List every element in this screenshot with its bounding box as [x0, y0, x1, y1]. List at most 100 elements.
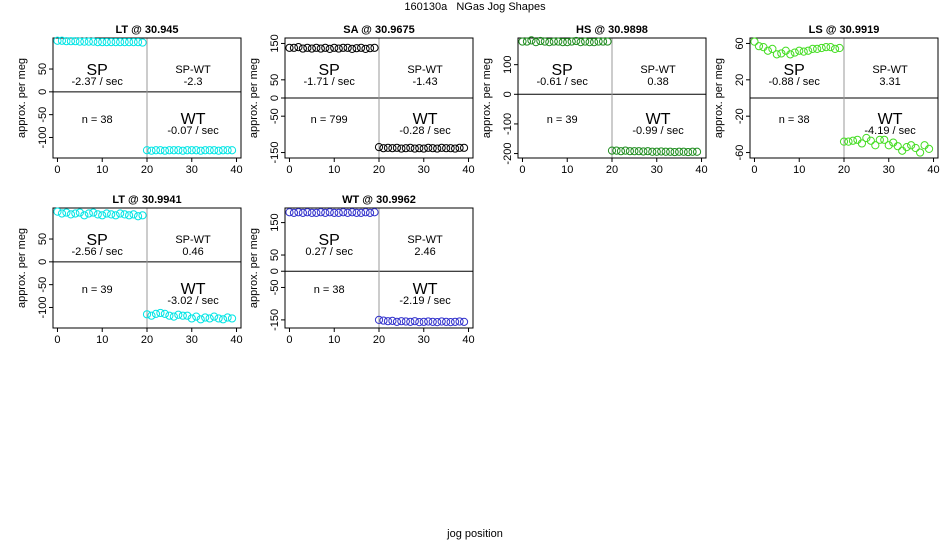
data-point	[428, 144, 437, 153]
data-point	[352, 208, 361, 217]
data-point	[303, 208, 312, 217]
data-point	[750, 37, 759, 46]
sp-wt-label: SP-WT	[175, 234, 211, 246]
data-point	[187, 146, 196, 155]
data-point	[616, 147, 626, 156]
wt-rate: -0.99 / sec	[632, 125, 684, 137]
data-point	[379, 316, 388, 325]
data-point	[406, 143, 415, 152]
data-point	[205, 146, 214, 155]
data-point	[459, 143, 469, 152]
x-tick-label: 0	[286, 164, 292, 176]
y-tick-label: 50	[269, 249, 281, 261]
data-point	[397, 317, 406, 326]
data-point	[915, 148, 925, 157]
data-point	[639, 147, 648, 156]
data-point	[554, 37, 563, 46]
data-point	[518, 37, 527, 46]
sp-label: SP	[552, 62, 573, 79]
y-tick-label: 20	[734, 74, 746, 86]
x-tick-label: 30	[418, 164, 430, 176]
data-point	[848, 136, 858, 145]
data-point	[223, 146, 232, 155]
data-point	[692, 147, 702, 156]
data-point	[817, 43, 826, 53]
data-point	[339, 43, 348, 52]
data-point	[406, 317, 415, 326]
data-point	[330, 43, 339, 52]
x-tick-label: 30	[186, 164, 198, 176]
data-point	[133, 38, 143, 47]
data-point	[147, 311, 156, 320]
data-point	[621, 146, 630, 155]
data-point	[116, 38, 125, 47]
data-point	[450, 144, 460, 153]
figure-title: 160130a NGas Jog Shapes	[404, 1, 546, 13]
data-point	[388, 316, 397, 325]
data-point	[174, 310, 183, 319]
data-point	[75, 208, 84, 217]
y-tick-label: -150	[269, 309, 281, 331]
data-point	[89, 208, 98, 217]
data-point	[370, 43, 379, 52]
data-point	[777, 49, 786, 58]
data-point	[581, 37, 590, 46]
y-axis-label: approx. per meg	[481, 58, 493, 138]
data-point	[356, 208, 366, 217]
wt-label: WT	[646, 111, 671, 128]
data-point	[401, 317, 410, 326]
data-point	[563, 38, 572, 47]
y-axis-label: approx. per meg	[713, 58, 725, 138]
data-point	[210, 146, 219, 155]
data-point	[392, 143, 402, 152]
x-tick-label: 40	[462, 334, 474, 346]
x-tick-label: 20	[373, 334, 385, 346]
x-tick-label: 30	[883, 164, 895, 176]
data-point	[142, 146, 152, 155]
sp-label: SP	[87, 62, 108, 79]
data-point	[66, 37, 76, 46]
data-point	[334, 44, 343, 53]
x-tick-label: 30	[651, 164, 663, 176]
data-point	[89, 37, 98, 46]
wt-label: WT	[878, 111, 903, 128]
sp-wt-value: -2.3	[184, 76, 203, 88]
data-point	[107, 38, 116, 47]
data-point	[455, 143, 464, 152]
data-point	[683, 147, 693, 157]
data-point	[53, 207, 62, 216]
data-point	[361, 44, 370, 54]
data-point	[98, 211, 107, 220]
n-count: n = 39	[547, 114, 578, 126]
data-point	[572, 36, 581, 46]
sp-wt-label: SP-WT	[640, 64, 676, 76]
data-point	[424, 317, 433, 326]
y-tick-label: -50	[269, 108, 281, 124]
panel-title: HS @ 30.9898	[576, 24, 648, 36]
data-point	[205, 314, 214, 323]
x-tick-label: 20	[606, 164, 618, 176]
data-point	[419, 144, 428, 153]
data-point	[120, 38, 129, 47]
sp-wt-label: SP-WT	[872, 64, 908, 76]
data-point	[183, 146, 192, 155]
data-point	[289, 43, 299, 52]
x-tick-label: 0	[286, 334, 292, 346]
data-point	[178, 311, 187, 320]
sp-wt-value: -1.43	[413, 76, 438, 88]
data-point	[666, 147, 675, 156]
wt-rate: -3.02 / sec	[167, 295, 219, 307]
sp-label: SP	[319, 62, 340, 79]
n-count: n = 38	[779, 114, 810, 126]
data-point	[365, 208, 375, 217]
data-point	[285, 43, 294, 52]
y-axis-label: approx. per meg	[16, 228, 28, 308]
data-point	[804, 46, 813, 55]
data-point	[826, 42, 835, 52]
panel-title: LS @ 30.9919	[809, 24, 880, 36]
wt-label: WT	[181, 281, 206, 298]
data-point	[920, 141, 929, 150]
data-point	[370, 208, 379, 217]
data-point	[316, 208, 325, 217]
data-point	[325, 208, 334, 217]
